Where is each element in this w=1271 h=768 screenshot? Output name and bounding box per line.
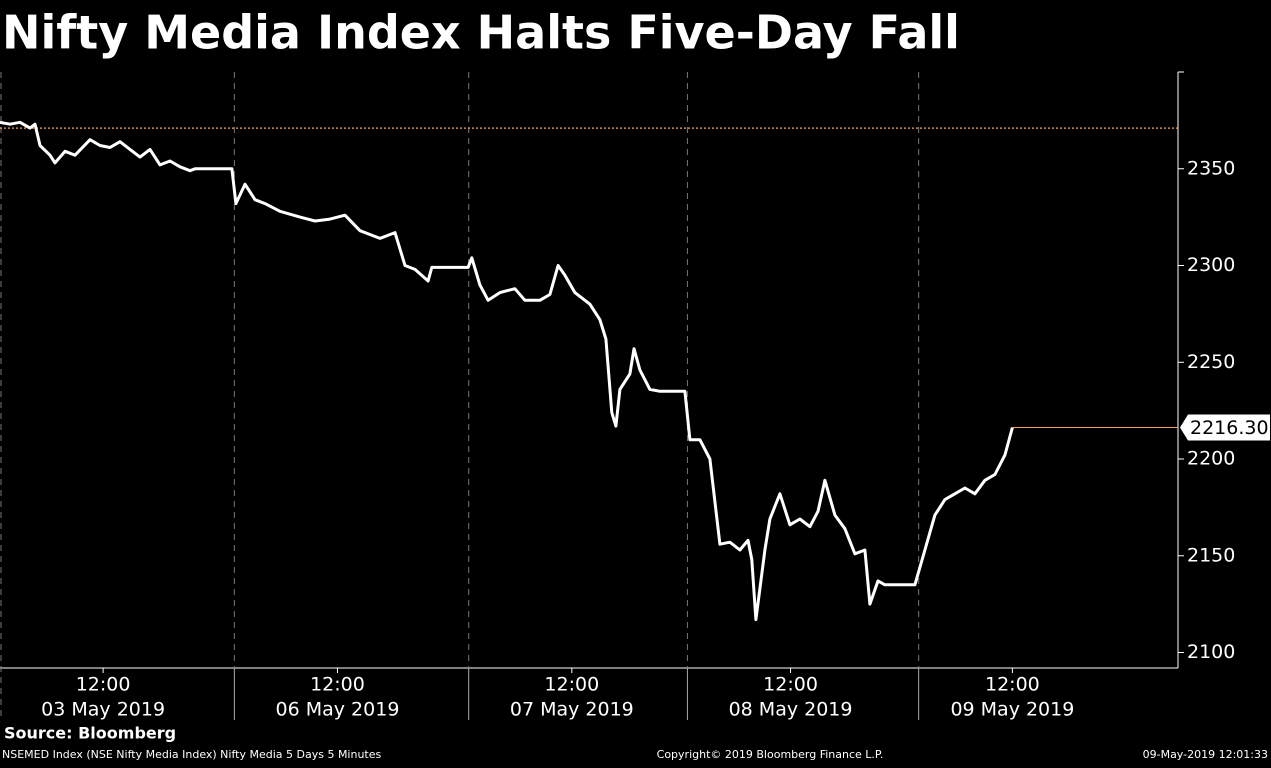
chart-title: Nifty Media Index Halts Five-Day Fall xyxy=(2,6,960,60)
last-value-label: 2216.30 xyxy=(1190,417,1269,439)
x-tick-label: 12:00 xyxy=(76,674,131,696)
x-day-label: 06 May 2019 xyxy=(276,699,400,721)
x-tick-label: 12:00 xyxy=(544,674,599,696)
source: Source: Bloomberg xyxy=(4,724,176,743)
x-tick-label: 12:00 xyxy=(763,674,818,696)
y-tick-label: 2150 xyxy=(1187,544,1235,566)
price-line xyxy=(0,120,1014,622)
y-tick-label: 2300 xyxy=(1187,254,1235,276)
footer-left: NSEMED Index (NSE Nifty Media Index) Nif… xyxy=(2,748,382,761)
x-day-label: 09 May 2019 xyxy=(950,699,1074,721)
y-tick-label: 2350 xyxy=(1187,157,1235,179)
x-day-label: 08 May 2019 xyxy=(729,699,853,721)
x-tick-label: 12:00 xyxy=(310,674,365,696)
y-tick-label: 2200 xyxy=(1187,448,1235,470)
x-day-label: 07 May 2019 xyxy=(510,699,634,721)
x-day-label: 03 May 2019 xyxy=(41,699,165,721)
y-tick-label: 2250 xyxy=(1187,351,1235,373)
last-value-box xyxy=(1180,414,1270,441)
x-tick-label: 12:00 xyxy=(985,674,1040,696)
footer-right: 09-May-2019 12:01:33 xyxy=(1143,748,1268,761)
y-tick-label: 2100 xyxy=(1187,641,1235,663)
footer-center: Copyright© 2019 Bloomberg Finance L.P. xyxy=(657,748,884,761)
